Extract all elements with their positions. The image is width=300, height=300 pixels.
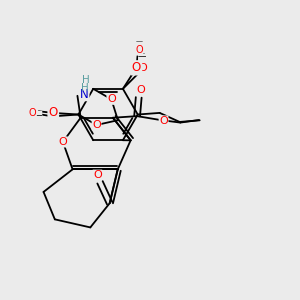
Text: O: O (136, 85, 145, 95)
Text: O: O (135, 45, 143, 55)
Text: O: O (29, 108, 36, 118)
Text: O: O (93, 170, 102, 180)
Text: —: — (138, 50, 145, 56)
Text: —: — (136, 38, 142, 44)
Text: O: O (138, 63, 147, 73)
Text: O: O (159, 116, 168, 126)
Text: O: O (92, 120, 101, 130)
Text: —: — (138, 52, 146, 61)
Text: O: O (49, 106, 58, 119)
Text: N: N (80, 88, 89, 101)
Text: —: — (34, 111, 42, 120)
Text: O: O (107, 94, 116, 104)
Text: H: H (82, 75, 90, 85)
Text: O: O (58, 137, 67, 147)
Text: H: H (81, 83, 89, 93)
Text: O: O (50, 111, 58, 121)
Text: O: O (132, 61, 141, 74)
